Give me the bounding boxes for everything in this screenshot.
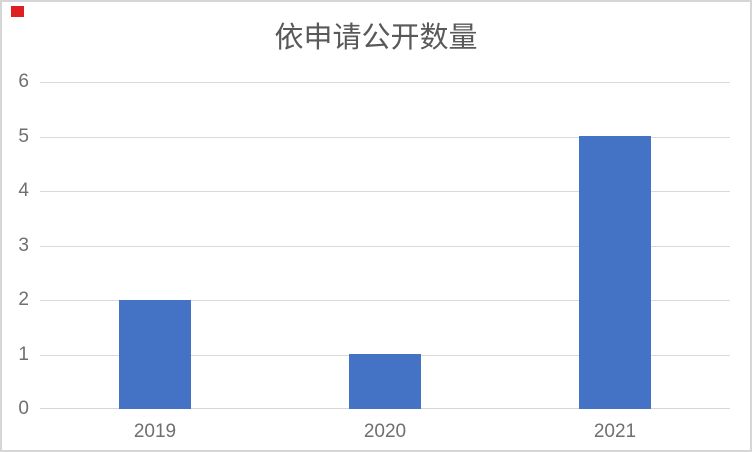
x-axis-labels: 2019 2020 2021 (40, 82, 730, 442)
bar-2020 (349, 354, 421, 409)
chart-title: 依申请公开数量 (274, 22, 478, 54)
y-tick-label-2: 2 (18, 289, 29, 310)
gridline-5 (40, 137, 730, 138)
y-axis-labels: 0 1 2 3 4 5 6 (18, 72, 730, 419)
y-tick-label-5: 5 (18, 126, 29, 147)
gridline-4 (40, 191, 730, 192)
red-square-marker (11, 6, 24, 17)
gridline-2 (40, 300, 730, 301)
y-tick-label-0: 0 (18, 398, 29, 419)
plot-area: 0 1 2 3 4 5 6 2019 2020 2021 (18, 72, 730, 442)
y-tick-label-1: 1 (18, 344, 29, 365)
bars (40, 82, 730, 409)
y-tick-label-6: 6 (18, 71, 29, 92)
x-tick-label-2020: 2020 (363, 421, 407, 442)
x-tick-label-2019: 2019 (133, 421, 177, 442)
y-tick-label-4: 4 (18, 180, 29, 201)
y-tick-label-3: 3 (18, 235, 29, 256)
gridline-3 (40, 246, 730, 247)
bar-2021 (579, 136, 651, 409)
bar-2019 (119, 300, 191, 409)
x-tick-label-2021: 2021 (593, 421, 637, 442)
gridline-6 (40, 82, 730, 83)
